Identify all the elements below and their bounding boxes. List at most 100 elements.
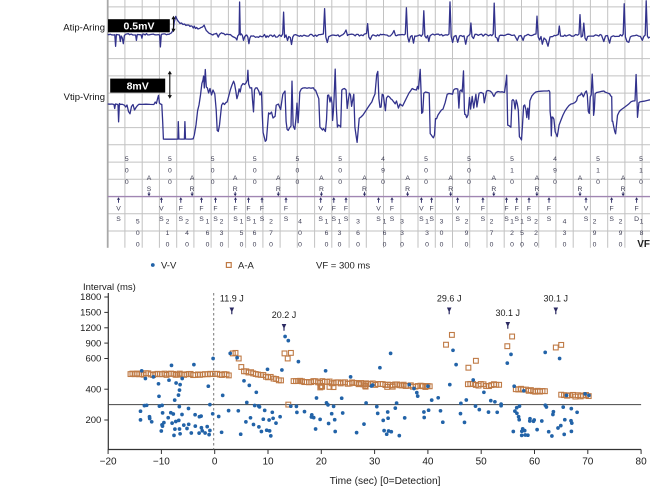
- svg-text:0: 0: [490, 242, 494, 249]
- svg-text:2: 2: [220, 218, 224, 225]
- svg-text:A: A: [578, 175, 583, 182]
- svg-text:0: 0: [619, 242, 623, 249]
- svg-text:1: 1: [206, 218, 210, 225]
- svg-text:7: 7: [269, 230, 273, 237]
- svg-text:0: 0: [136, 230, 140, 237]
- svg-text:A: A: [362, 175, 367, 182]
- svg-text:0: 0: [563, 242, 567, 249]
- svg-text:3: 3: [356, 218, 360, 225]
- svg-text:0: 0: [298, 242, 302, 249]
- svg-text:F: F: [430, 206, 434, 213]
- svg-text:0: 0: [383, 242, 387, 249]
- svg-text:A: A: [319, 175, 324, 182]
- svg-text:R: R: [233, 186, 238, 193]
- svg-text:0: 0: [212, 457, 218, 468]
- svg-text:60: 60: [529, 457, 541, 468]
- svg-text:0: 0: [269, 242, 273, 249]
- svg-text:Interval (ms): Interval (ms): [83, 282, 136, 293]
- svg-text:R: R: [190, 186, 195, 193]
- svg-text:9: 9: [465, 230, 469, 237]
- svg-text:5: 5: [211, 156, 215, 163]
- svg-text:0: 0: [325, 242, 329, 249]
- svg-text:400: 400: [85, 384, 101, 395]
- svg-text:30: 30: [369, 457, 381, 468]
- svg-text:F: F: [233, 206, 237, 213]
- svg-text:−10: −10: [153, 457, 170, 468]
- svg-text:5: 5: [253, 156, 257, 163]
- svg-text:VF: VF: [637, 239, 650, 250]
- svg-text:S: S: [504, 216, 509, 223]
- svg-text:S: S: [233, 216, 238, 223]
- svg-text:A: A: [405, 175, 410, 182]
- svg-text:S: S: [147, 186, 152, 193]
- svg-text:D: D: [634, 216, 639, 223]
- svg-text:0: 0: [356, 242, 360, 249]
- svg-text:0: 0: [338, 168, 342, 175]
- svg-text:S: S: [390, 216, 395, 223]
- svg-text:29.6 J: 29.6 J: [437, 294, 462, 304]
- svg-text:S: S: [481, 216, 486, 223]
- svg-text:R: R: [362, 186, 367, 193]
- svg-text:1: 1: [510, 218, 514, 225]
- svg-text:Vtip-Vring: Vtip-Vring: [64, 92, 105, 103]
- svg-text:0: 0: [253, 242, 257, 249]
- svg-text:20.2 J: 20.2 J: [272, 310, 297, 320]
- svg-text:0: 0: [211, 168, 215, 175]
- svg-text:50: 50: [476, 457, 488, 468]
- svg-text:Atip-Aring: Atip-Aring: [63, 23, 105, 34]
- svg-text:A: A: [621, 175, 626, 182]
- svg-text:0: 0: [520, 242, 524, 249]
- svg-text:0: 0: [136, 242, 140, 249]
- svg-text:6: 6: [206, 230, 210, 237]
- svg-text:5: 5: [520, 230, 524, 237]
- svg-text:S: S: [213, 216, 218, 223]
- svg-text:1: 1: [596, 168, 600, 175]
- svg-text:6: 6: [383, 230, 387, 237]
- svg-text:S: S: [246, 216, 251, 223]
- svg-text:S: S: [514, 216, 519, 223]
- svg-text:1: 1: [639, 168, 643, 175]
- svg-text:4: 4: [381, 156, 385, 163]
- svg-text:0: 0: [168, 168, 172, 175]
- svg-text:S: S: [429, 216, 434, 223]
- svg-text:F: F: [246, 206, 250, 213]
- svg-text:R: R: [534, 186, 539, 193]
- svg-text:A: A: [147, 175, 152, 182]
- svg-text:80: 80: [636, 457, 648, 468]
- svg-text:V: V: [584, 206, 589, 213]
- svg-text:0: 0: [338, 242, 342, 249]
- svg-text:S: S: [318, 216, 323, 223]
- svg-text:0: 0: [296, 179, 300, 186]
- svg-text:A: A: [233, 175, 238, 182]
- svg-text:0: 0: [168, 179, 172, 186]
- svg-text:8mV: 8mV: [127, 81, 149, 93]
- svg-text:A: A: [492, 175, 497, 182]
- svg-text:0: 0: [220, 242, 224, 249]
- svg-text:S: S: [332, 216, 337, 223]
- svg-text:S: S: [584, 216, 589, 223]
- svg-text:2: 2: [269, 218, 273, 225]
- svg-text:S: S: [159, 216, 164, 223]
- svg-text:V: V: [419, 206, 424, 213]
- svg-text:2: 2: [490, 218, 494, 225]
- svg-text:4: 4: [553, 156, 557, 163]
- svg-text:1: 1: [253, 218, 257, 225]
- svg-text:4: 4: [563, 218, 567, 225]
- svg-text:1: 1: [338, 218, 342, 225]
- svg-text:1: 1: [510, 168, 514, 175]
- svg-text:R: R: [491, 186, 496, 193]
- svg-text:0: 0: [211, 179, 215, 186]
- svg-text:4: 4: [298, 218, 302, 225]
- svg-text:F: F: [260, 206, 264, 213]
- svg-text:F: F: [284, 206, 288, 213]
- svg-text:3: 3: [400, 218, 404, 225]
- svg-text:8: 8: [640, 230, 644, 237]
- svg-text:2: 2: [593, 218, 597, 225]
- svg-text:3: 3: [400, 230, 404, 237]
- svg-text:0: 0: [553, 179, 557, 186]
- svg-text:V: V: [159, 206, 164, 213]
- svg-text:2: 2: [534, 230, 538, 237]
- svg-text:0: 0: [253, 168, 257, 175]
- svg-text:−20: −20: [100, 457, 117, 468]
- svg-text:5: 5: [168, 156, 172, 163]
